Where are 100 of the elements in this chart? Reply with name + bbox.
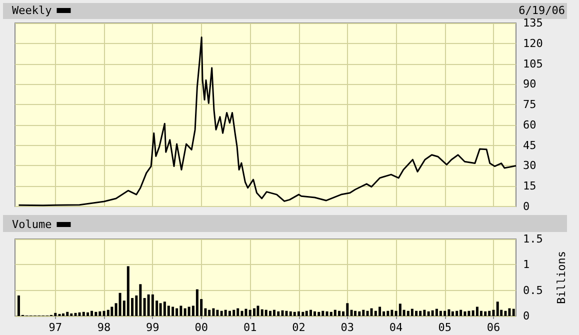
bar (268, 310, 272, 316)
bar (285, 310, 288, 316)
bar (390, 310, 394, 316)
x-tick-label: 98 (97, 321, 111, 334)
bar (256, 306, 260, 316)
bar (118, 292, 122, 316)
bar (492, 310, 495, 316)
bar (456, 310, 458, 316)
bar (358, 311, 361, 316)
x-tick-label: 04 (389, 321, 404, 334)
bar (102, 310, 106, 316)
bar (338, 310, 341, 316)
bar (232, 310, 236, 316)
bar (313, 311, 316, 316)
bar (419, 310, 422, 316)
bar (106, 310, 110, 316)
bar (184, 308, 186, 316)
y-tick-label: 1.5 (523, 232, 543, 246)
bar (248, 310, 252, 316)
bar (86, 312, 90, 316)
legend-label: Weekly (12, 4, 52, 17)
bar (423, 310, 426, 316)
bar (464, 311, 466, 316)
bar (208, 310, 211, 316)
bar (444, 310, 446, 316)
bar (406, 310, 410, 316)
bar (212, 308, 215, 316)
bar (62, 313, 64, 316)
bar (448, 309, 450, 316)
bar (143, 298, 146, 316)
y-tick-label: 120 (523, 36, 543, 50)
y-tick-label: 45 (523, 138, 536, 152)
bar (228, 310, 231, 316)
bar (451, 311, 454, 316)
bar (334, 310, 336, 316)
y-tick-label: 30 (523, 159, 536, 172)
bar (305, 310, 308, 316)
bar (172, 306, 174, 316)
bar (322, 310, 324, 316)
bar (94, 312, 98, 316)
y-tick-label: 0.5 (523, 284, 543, 297)
bar (264, 310, 268, 316)
bar (220, 310, 223, 316)
bar (126, 266, 130, 316)
bar (476, 306, 478, 316)
bar (378, 306, 382, 316)
bar (504, 310, 507, 316)
bar (302, 312, 304, 316)
bar (354, 310, 357, 316)
bar (159, 303, 162, 316)
bar (346, 303, 349, 316)
bar (260, 309, 264, 316)
bar (468, 310, 470, 316)
bar (236, 308, 240, 316)
bar (512, 308, 515, 316)
y-tick-label: 90 (523, 78, 536, 91)
bar (17, 295, 20, 316)
x-tick-label: 01 (243, 321, 257, 334)
bar (277, 311, 280, 316)
bar (298, 311, 300, 316)
bar (240, 310, 244, 316)
bar (110, 306, 114, 316)
bar (386, 310, 390, 316)
bar (435, 308, 438, 316)
bar (431, 310, 434, 316)
y-tick-label: 105 (523, 57, 543, 70)
x-tick-label: 97 (48, 321, 62, 334)
bar (281, 310, 284, 316)
bar (188, 306, 190, 316)
bar (289, 311, 292, 316)
bar (139, 284, 142, 316)
bar (460, 310, 462, 316)
bar (415, 310, 418, 316)
y-tick-label: 0 (523, 200, 530, 213)
bar (427, 311, 430, 316)
bar (244, 308, 248, 316)
bar (147, 294, 150, 316)
bar (54, 312, 57, 316)
bar (176, 308, 178, 316)
bar (374, 310, 377, 316)
legend-label: Volume (12, 218, 52, 231)
text: 6/19/06 (518, 4, 565, 17)
x-tick-label: 03 (340, 321, 354, 334)
bar (480, 310, 482, 316)
bar (362, 310, 365, 316)
bar (350, 310, 353, 316)
bar (293, 312, 296, 316)
bar (496, 302, 499, 316)
bar (163, 302, 166, 316)
bar (488, 310, 491, 316)
y-tick-label: 60 (523, 118, 536, 132)
bar (180, 306, 182, 316)
bar (74, 312, 77, 316)
y-tick-label: 75 (523, 98, 536, 112)
x-tick-label: 99 (146, 321, 160, 334)
bar (224, 310, 227, 316)
bar (252, 308, 256, 316)
bar (98, 311, 102, 316)
bar (326, 311, 328, 316)
bar (508, 308, 511, 316)
